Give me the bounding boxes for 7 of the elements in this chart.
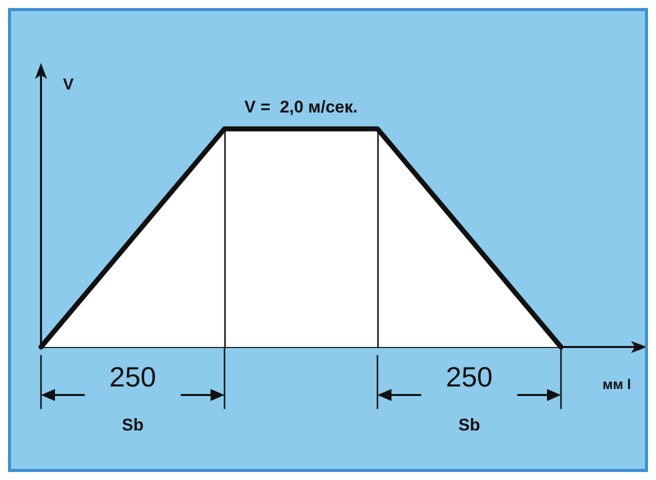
x-axis-title: мм l (602, 376, 632, 392)
text: Sb (122, 416, 144, 434)
text: 250 (446, 362, 493, 392)
text: V = 2,0 м/сек. (244, 97, 358, 116)
y-axis-title: V (63, 76, 74, 94)
text: Sb (458, 416, 480, 434)
text: 250 (109, 362, 156, 392)
